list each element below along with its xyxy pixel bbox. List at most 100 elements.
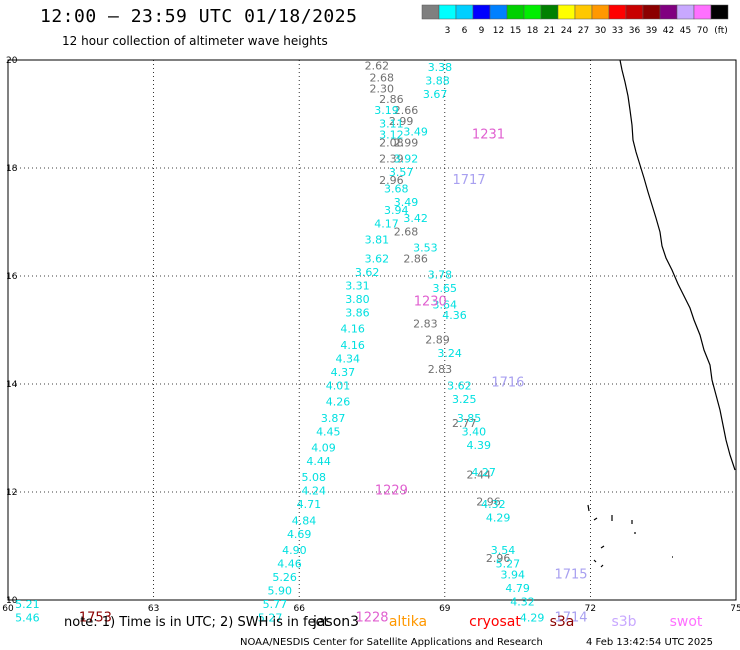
generated-timestamp: 4 Feb 13:42:54 UTC 2025 — [586, 637, 713, 648]
pass-time-labels: 1231 1717 1230 1716 1229 1715 1714 1228 1753 — [79, 127, 588, 625]
wave-height-value: 4.79 — [505, 582, 530, 595]
pass-time-label: 1228 — [355, 611, 388, 626]
wave-height-value: 3.12 — [379, 128, 404, 141]
wave-height-value: 2.89 — [425, 334, 450, 347]
wave-height-value: 3.19 — [374, 104, 399, 117]
wave-height-value: 2.39 — [379, 153, 404, 166]
wave-height-value: 3.49 — [403, 126, 428, 139]
x-tick-label: 72 — [585, 604, 596, 614]
wave-height-value: 3.38 — [428, 61, 453, 74]
colorbar-label: 70 — [697, 26, 709, 36]
colorbar-swatch — [676, 4, 695, 20]
wave-height-value: 2.99 — [389, 115, 414, 128]
wave-height-value: 3.49 — [394, 196, 419, 209]
wave-height-values: 2.622.682.302.862.662.992.082.992.392.96… — [15, 60, 544, 625]
pass-time-label: 1231 — [472, 127, 505, 142]
wave-height-value: 2.68 — [394, 226, 419, 239]
satellite-legend-s3a: s3a — [550, 614, 575, 630]
colorbar-label: 24 — [561, 26, 573, 36]
colorbar-swatch — [540, 4, 559, 20]
wave-height-value: 2.86 — [379, 93, 404, 106]
wave-height-value: 3.62 — [355, 266, 380, 279]
x-tick-label: 69 — [439, 604, 451, 614]
axis-ticks: 60 63 66 69 72 75 10 12 14 16 18 20 — [2, 56, 740, 614]
x-tick-label: 60 — [2, 604, 14, 614]
wave-height-value: 5.26 — [272, 571, 297, 584]
grid-lines — [8, 60, 736, 600]
pass-time-label: 1717 — [453, 173, 486, 188]
colorbar-label: 21 — [544, 26, 555, 36]
x-tick-label: 63 — [148, 604, 159, 614]
map-frame — [7, 59, 737, 601]
wave-height-value: 2.99 — [394, 136, 419, 149]
wave-height-value: 4.84 — [292, 514, 317, 527]
wave-height-value: 3.94 — [384, 204, 409, 217]
colorbar-label: 42 — [663, 26, 674, 36]
colorbar-label: 6 — [462, 26, 468, 36]
pass-time-label: 1229 — [375, 484, 408, 499]
wave-height-value: 4.46 — [277, 558, 302, 571]
wave-height-value: 2.66 — [394, 104, 419, 117]
colorbar-swatch — [455, 4, 474, 20]
wave-height-value: 2.77 — [452, 417, 477, 430]
wave-height-value: 3.40 — [462, 425, 487, 438]
wave-height-value: 5.27 — [496, 558, 521, 571]
wave-height-value: 3.78 — [428, 269, 453, 282]
colorbar-label: 12 — [493, 26, 504, 36]
wave-height-value: 2.96 — [486, 552, 511, 565]
wave-height-value: 2.30 — [369, 82, 394, 95]
wave-height-value: 4.71 — [297, 498, 322, 511]
wave-height-value: 2.96 — [476, 496, 501, 509]
satellite-legend-s3b: s3b — [611, 614, 636, 630]
satellite-legend-swot: swot — [670, 614, 703, 630]
wave-height-value: 5.77 — [263, 598, 288, 611]
wave-height-value: 3.65 — [433, 282, 458, 295]
y-tick-label: 10 — [6, 596, 18, 606]
wave-height-value: 5.90 — [268, 585, 293, 598]
wave-height-value: 3.24 — [437, 347, 462, 360]
credit-text: NOAA/NESDIS Center for Satellite Applica… — [240, 637, 543, 648]
colorbar-swatch — [642, 4, 661, 20]
colorbar-swatch — [489, 4, 508, 20]
colorbar-swatch — [591, 4, 610, 20]
wave-height-value: 2.68 — [369, 72, 394, 85]
colorbar-label: 39 — [646, 26, 658, 36]
colorbar-swatch — [659, 4, 678, 20]
wave-height-value: 3.25 — [452, 393, 477, 406]
colorbar-unit: (ft) — [714, 26, 728, 36]
colorbar-legend: 3 6 9 12 15 18 21 24 27 30 33 36 39 42 45 70 (ft) — [421, 4, 729, 36]
wave-height-value: 3.85 — [457, 412, 482, 425]
colorbar-label: 36 — [629, 26, 641, 36]
wave-height-value: 4.26 — [326, 396, 351, 409]
wave-height-value: 4.90 — [282, 544, 307, 557]
colorbar-swatch — [506, 4, 525, 20]
wave-height-value: 3.81 — [365, 234, 390, 247]
wave-height-value: 3.68 — [384, 182, 409, 195]
satellite-legend-cryosat: cryosat — [469, 614, 521, 630]
wave-height-value: 3.31 — [345, 280, 370, 293]
colorbar-swatch — [625, 4, 644, 20]
colorbar-label: 15 — [510, 26, 521, 36]
wave-height-value: 4.29 — [520, 612, 545, 625]
colorbar-swatch — [472, 4, 491, 20]
wave-height-value: 3.42 — [403, 212, 428, 225]
wave-height-value: 3.57 — [389, 166, 414, 179]
wave-height-value: 5.21 — [15, 598, 40, 611]
wave-height-value: 4.69 — [287, 528, 312, 541]
islands — [587, 504, 673, 568]
wave-height-value: 3.86 — [345, 307, 370, 320]
footer-note: note: 1) Time is in UTC; 2) SWH is in fe… — [64, 615, 329, 630]
wave-height-value: 4.09 — [311, 442, 336, 455]
wave-height-value: 3.64 — [433, 298, 458, 311]
pass-time-label: 1714 — [554, 611, 587, 626]
colorbar-swatch — [710, 4, 729, 20]
pass-time-label: 1753 — [79, 611, 112, 626]
wave-height-value: 5.46 — [15, 612, 40, 625]
wave-height-value: 4.32 — [481, 498, 506, 511]
map-title: 12:00 – 23:59 UTC 01/18/2025 — [40, 6, 358, 27]
wave-height-value: 2.08 — [379, 136, 404, 149]
wave-height-value: 2.96 — [379, 174, 404, 187]
wave-height-value: 4.34 — [335, 352, 360, 365]
wave-height-value: 5.08 — [302, 471, 327, 484]
colorbar-swatch — [421, 4, 440, 20]
